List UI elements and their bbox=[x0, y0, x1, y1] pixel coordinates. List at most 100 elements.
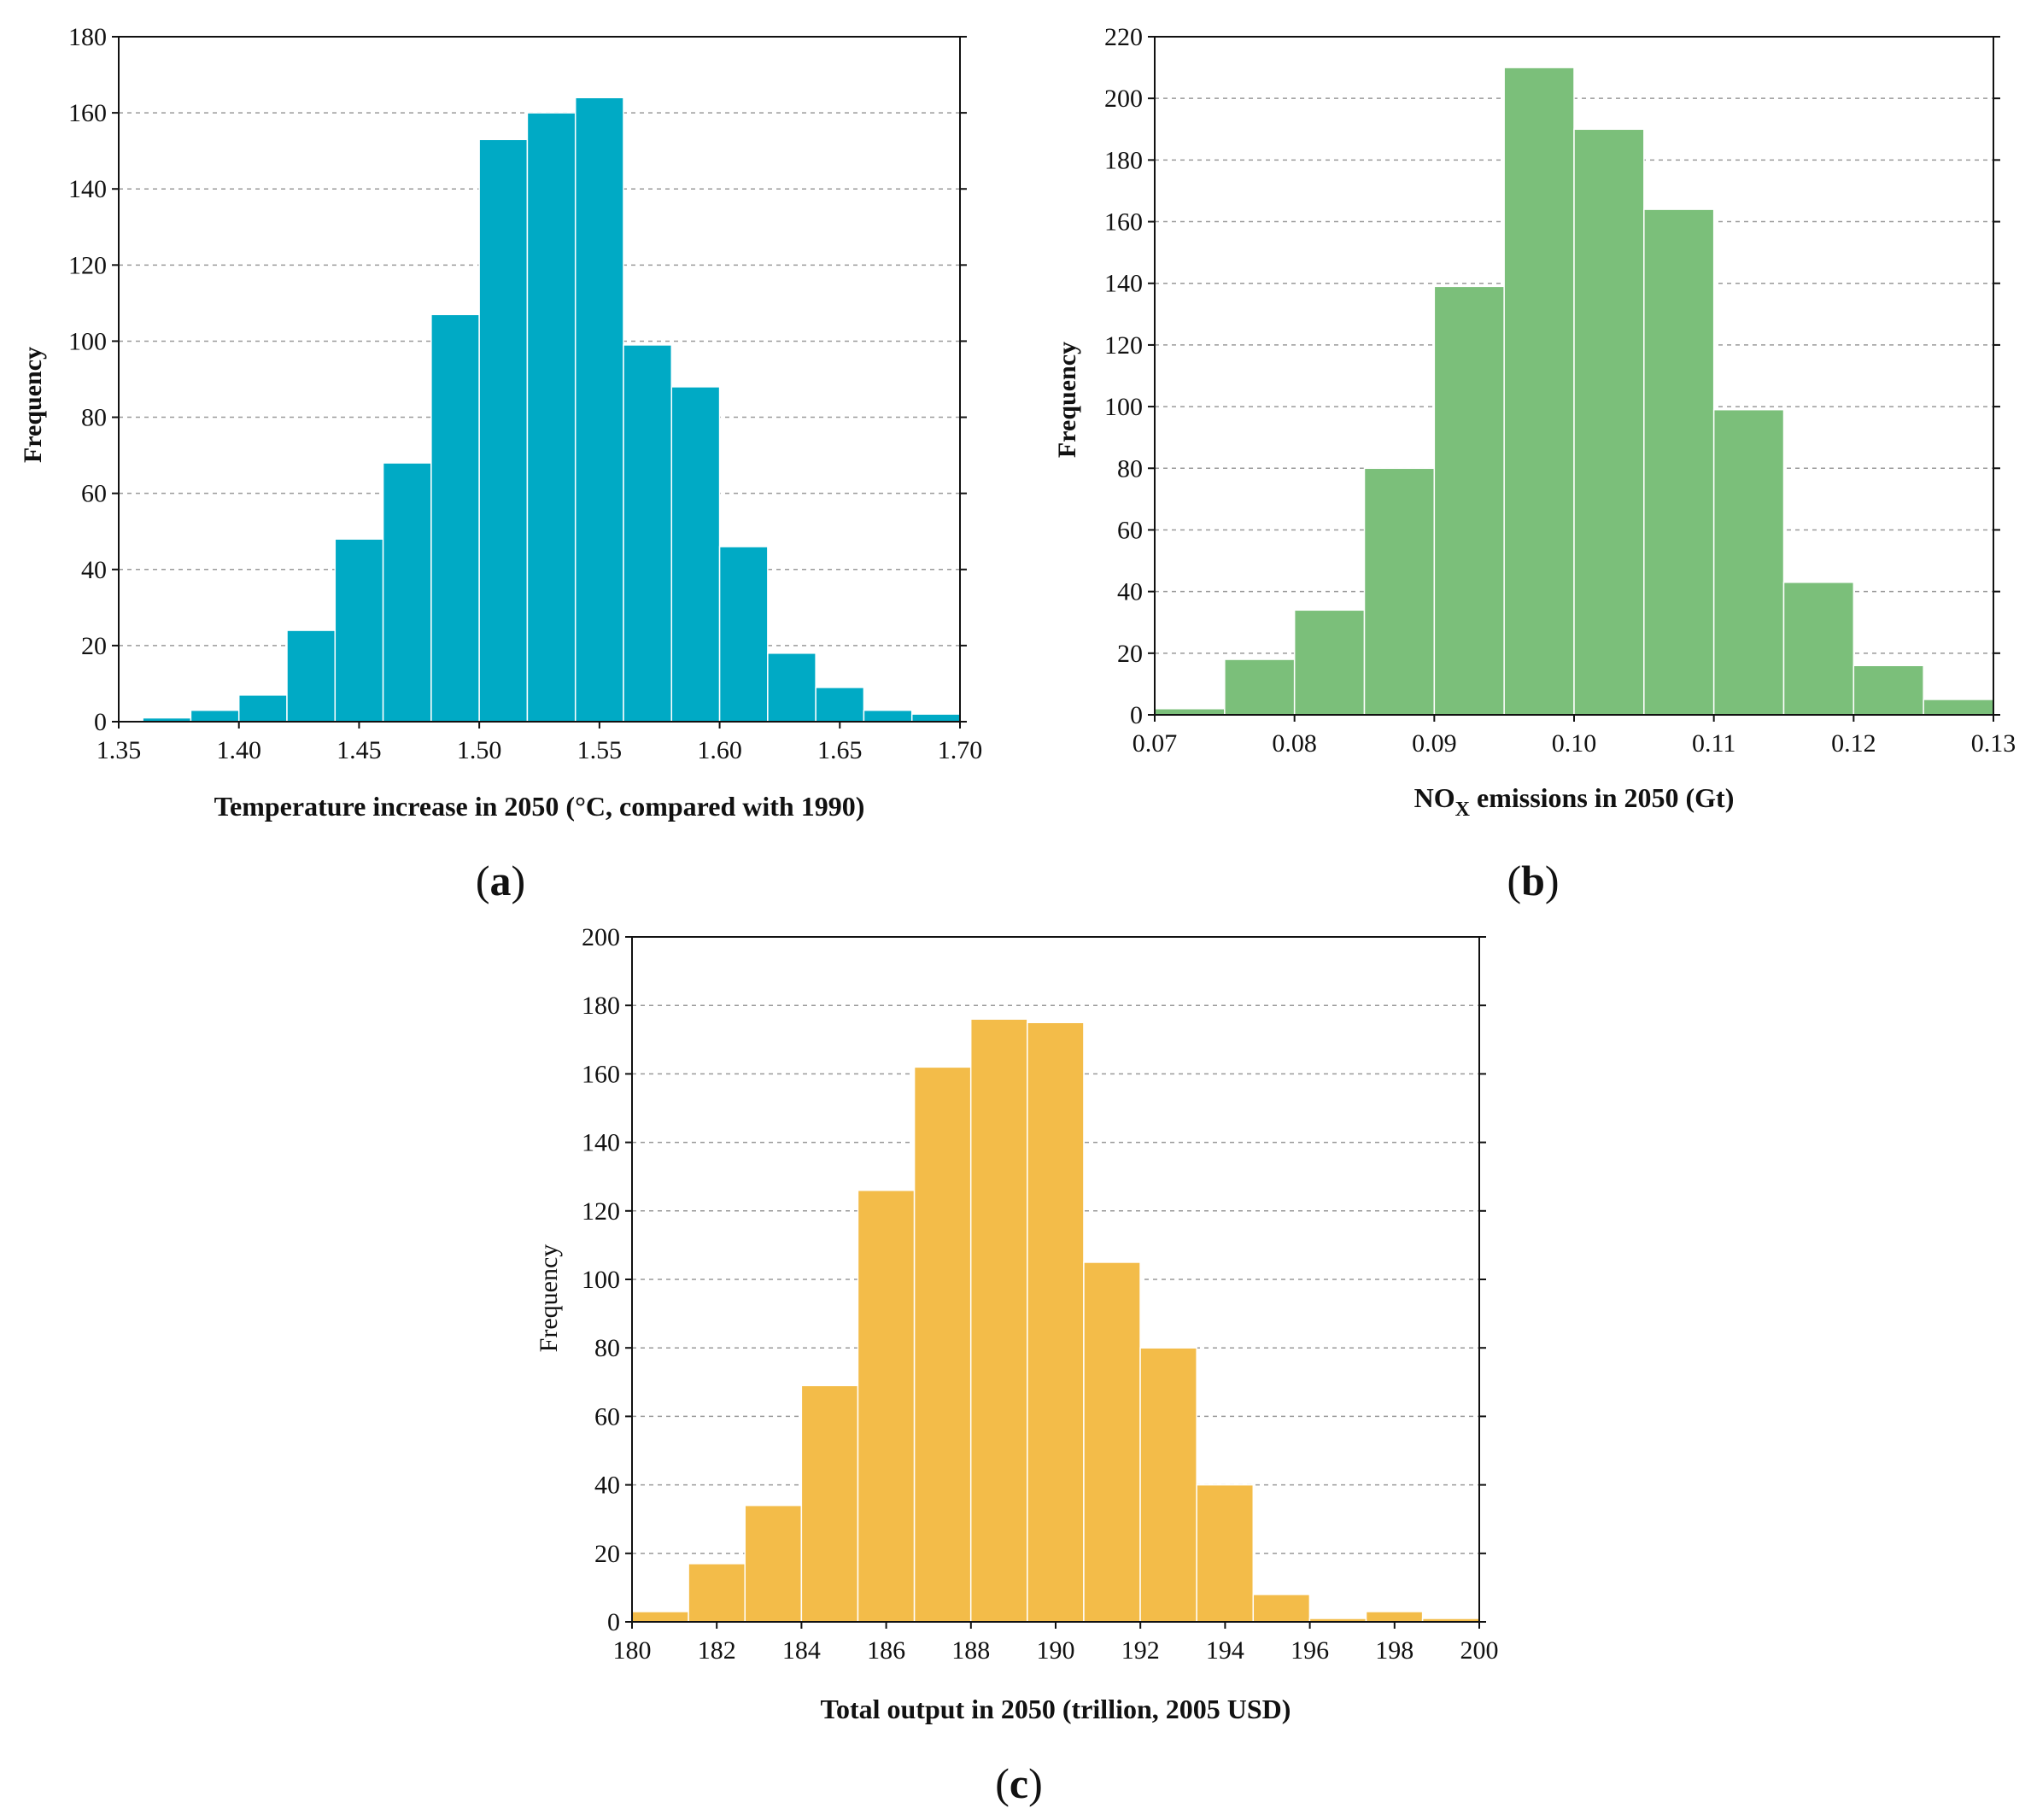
x-tick-label: 182 bbox=[698, 1636, 736, 1665]
y-tick-label: 160 bbox=[1104, 208, 1143, 237]
x-tick-label: 0.13 bbox=[1971, 729, 2016, 758]
panel-label-open: ( bbox=[995, 1759, 1010, 1807]
x-tick-label: 0.10 bbox=[1552, 729, 1597, 758]
histogram-bar bbox=[815, 687, 865, 723]
y-tick-label: 80 bbox=[81, 404, 107, 432]
histogram-bar bbox=[382, 462, 432, 723]
x-tick-label: 0.09 bbox=[1412, 729, 1457, 758]
y-tick-label: 120 bbox=[68, 251, 107, 279]
x-tick-label: 180 bbox=[613, 1636, 652, 1665]
histogram-bar bbox=[1503, 67, 1575, 716]
y-tick-label: 180 bbox=[68, 23, 107, 51]
y-tick-label: 140 bbox=[582, 1129, 620, 1157]
histogram-bar bbox=[1196, 1484, 1255, 1623]
y-tick-label: 80 bbox=[1117, 454, 1143, 483]
histogram-bar bbox=[526, 112, 577, 723]
y-tick-label: 20 bbox=[1117, 640, 1143, 668]
x-tick-label: 1.65 bbox=[817, 736, 863, 764]
panel-label-letter: c bbox=[1010, 1759, 1028, 1807]
x-axis-title-rest: emissions in 2050 (Gt) bbox=[1470, 782, 1734, 813]
y-axis-title: Frequency bbox=[1053, 342, 1081, 458]
histogram-bar bbox=[670, 386, 721, 723]
y-tick-label: 60 bbox=[1117, 516, 1143, 544]
plot-frame bbox=[118, 36, 961, 723]
y-tick-label: 60 bbox=[81, 480, 107, 508]
histogram-bar bbox=[857, 1189, 916, 1623]
y-tick-label: 0 bbox=[607, 1608, 620, 1636]
x-tick-label: 200 bbox=[1460, 1636, 1499, 1665]
histogram-bar bbox=[863, 709, 913, 723]
histogram-bar bbox=[688, 1563, 746, 1623]
histogram-bar bbox=[1923, 699, 1994, 716]
histogram-bar bbox=[913, 1066, 972, 1623]
chart-panel-c: 0 20 40 60 80 100 120 140 160 180 200 180 182 184 186 1… bbox=[535, 923, 1499, 1807]
y-tick-label: 180 bbox=[582, 992, 620, 1020]
panel-label-close: ) bbox=[1028, 1759, 1043, 1807]
histogram-bar bbox=[430, 313, 480, 723]
histogram-bar bbox=[718, 546, 769, 723]
histogram-bar bbox=[969, 1018, 1028, 1623]
x-tick-label: 1.50 bbox=[457, 736, 502, 764]
y-tick-label: 100 bbox=[68, 327, 107, 355]
y-tick-label: 140 bbox=[1104, 270, 1143, 298]
x-tick-label: 188 bbox=[951, 1636, 990, 1665]
histogram-bar bbox=[190, 709, 240, 723]
y-tick-label: 0 bbox=[94, 708, 107, 736]
histogram-bar bbox=[1573, 128, 1645, 716]
y-tick-label: 0 bbox=[1130, 701, 1143, 729]
y-tick-label: 220 bbox=[1104, 23, 1143, 51]
histogram-bar bbox=[1363, 467, 1436, 716]
histogram-bar bbox=[1224, 658, 1296, 716]
y-tick-label: 120 bbox=[1104, 331, 1143, 360]
histogram-bar bbox=[623, 344, 673, 723]
y-tick-label: 40 bbox=[594, 1472, 620, 1500]
x-tick-label: 198 bbox=[1375, 1636, 1414, 1665]
histogram-bar bbox=[478, 138, 529, 723]
y-tick-label: 20 bbox=[81, 632, 107, 660]
y-axis-title: Frequency bbox=[535, 1244, 563, 1353]
y-tick-label: 120 bbox=[582, 1197, 620, 1226]
x-tick-label: 1.60 bbox=[697, 736, 742, 764]
x-axis-title: Temperature increase in 2050 (°C, compar… bbox=[214, 791, 865, 822]
panel-label: (b) bbox=[1507, 857, 1559, 904]
panel-label-close: ) bbox=[512, 857, 526, 904]
histogram-bar bbox=[1293, 609, 1366, 716]
y-tick-label: 20 bbox=[594, 1540, 620, 1568]
panel-label-open: ( bbox=[476, 857, 490, 904]
x-tick-label: 194 bbox=[1206, 1636, 1244, 1665]
y-axis-title: Frequency bbox=[19, 347, 47, 463]
x-tick-label: 1.45 bbox=[337, 736, 382, 764]
panel-label-letter: b bbox=[1521, 857, 1545, 904]
y-tick-label: 140 bbox=[68, 175, 107, 203]
histogram-bar bbox=[1139, 1347, 1197, 1623]
x-tick-label: 196 bbox=[1291, 1636, 1329, 1665]
x-axis-title-main: NO bbox=[1414, 782, 1455, 813]
y-tick-label: 200 bbox=[1104, 85, 1143, 113]
x-tick-label: 190 bbox=[1037, 1636, 1075, 1665]
x-axis-title: NOX emissions in 2050 (Gt) bbox=[1414, 782, 1735, 821]
y-tick-label: 100 bbox=[582, 1266, 620, 1294]
y-tick-label: 160 bbox=[582, 1060, 620, 1088]
panel-label-open: ( bbox=[1507, 857, 1521, 904]
chart-panel-a: 0 20 40 60 80 100 120 140 160 180 1.35 1.40 1.45 1.50… bbox=[19, 23, 982, 904]
y-tick-label: 80 bbox=[594, 1334, 620, 1362]
histogram-bar bbox=[334, 538, 384, 723]
histogram-bar bbox=[1433, 285, 1505, 716]
y-tick-label: 40 bbox=[81, 556, 107, 584]
x-tick-label: 1.70 bbox=[938, 736, 983, 764]
histogram-bar bbox=[744, 1504, 803, 1623]
x-tick-label: 0.11 bbox=[1692, 729, 1735, 758]
histogram-bar bbox=[1365, 1611, 1424, 1623]
y-tick-label: 180 bbox=[1104, 146, 1143, 174]
x-tick-label: 1.35 bbox=[97, 736, 142, 764]
panel-label-letter: a bbox=[490, 857, 512, 904]
x-tick-label: 0.08 bbox=[1272, 729, 1317, 758]
y-tick-label: 160 bbox=[68, 99, 107, 127]
histogram-bar bbox=[1154, 708, 1226, 716]
x-tick-label: 186 bbox=[867, 1636, 905, 1665]
histogram-bar bbox=[237, 694, 288, 723]
y-tick-label: 200 bbox=[582, 923, 620, 951]
histogram-bar bbox=[286, 629, 337, 723]
histogram-bar bbox=[1643, 208, 1715, 716]
